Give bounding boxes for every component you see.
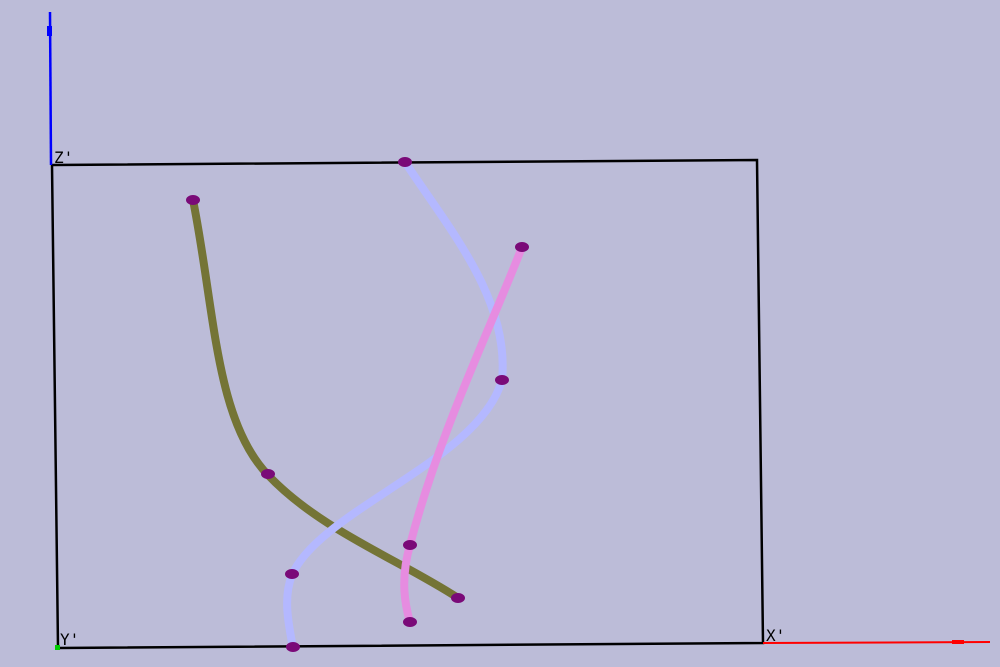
z-axis-label: Z' bbox=[54, 148, 73, 167]
x-axis bbox=[762, 640, 991, 644]
pink-curve[interactable] bbox=[400, 243, 526, 626]
y-axis-label: Y' bbox=[60, 630, 79, 649]
control-point[interactable] bbox=[186, 195, 200, 205]
z-axis bbox=[47, 11, 53, 166]
control-point[interactable] bbox=[403, 617, 417, 627]
y-axis-origin bbox=[55, 645, 60, 650]
control-point[interactable] bbox=[398, 157, 412, 167]
control-point[interactable] bbox=[285, 569, 299, 579]
control-point[interactable] bbox=[495, 375, 509, 385]
lavender-curve[interactable] bbox=[283, 158, 507, 652]
control-point[interactable] bbox=[403, 540, 417, 550]
x-axis-label: X' bbox=[766, 626, 785, 645]
control-points bbox=[186, 157, 529, 652]
control-point[interactable] bbox=[286, 642, 300, 652]
control-point[interactable] bbox=[261, 469, 275, 479]
control-point[interactable] bbox=[515, 242, 529, 252]
control-point[interactable] bbox=[451, 593, 465, 603]
